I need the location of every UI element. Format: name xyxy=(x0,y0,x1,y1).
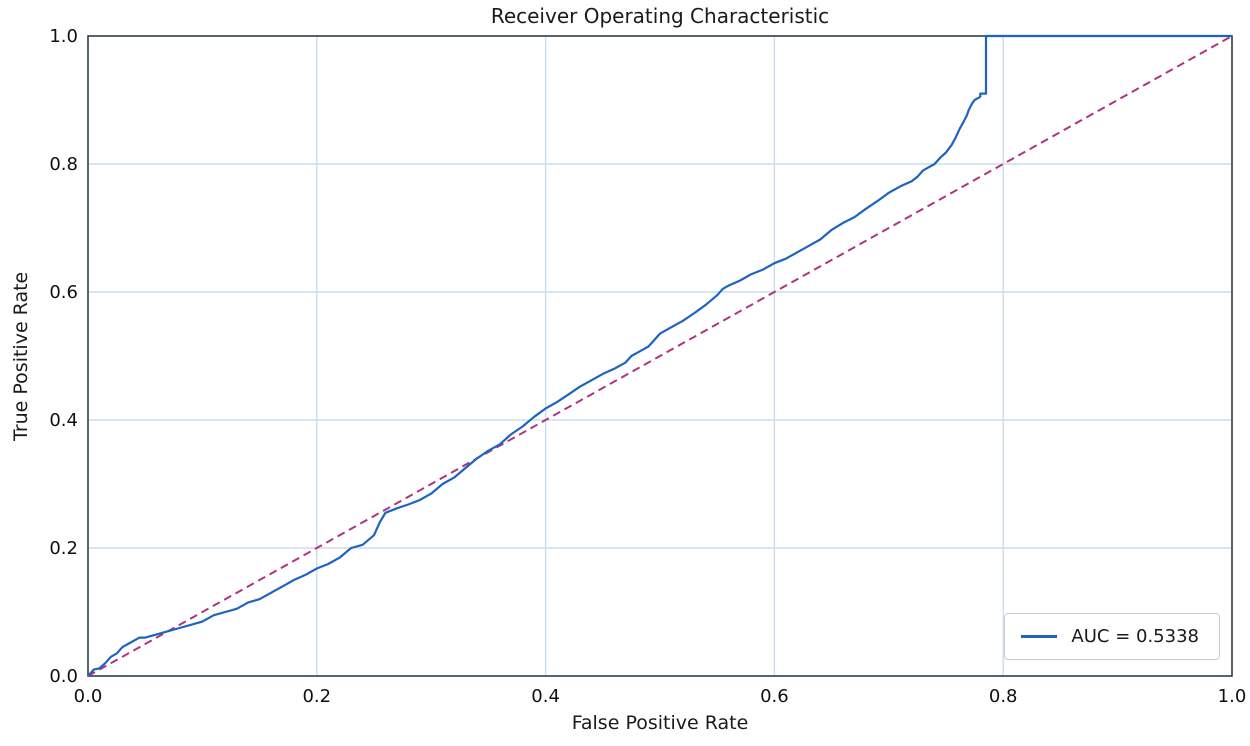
y-tick-label: 0.8 xyxy=(49,154,78,175)
legend: AUC = 0.5338 xyxy=(1004,613,1220,660)
plot-border xyxy=(87,35,1233,677)
y-tick-label: 0.0 xyxy=(49,666,78,687)
roc-curve xyxy=(87,34,1232,677)
legend-auc-label: AUC = 0.5338 xyxy=(1071,626,1199,647)
y-tick-label: 0.6 xyxy=(49,282,78,303)
x-tick-label: 0.8 xyxy=(989,686,1018,707)
y-tick-label: 0.2 xyxy=(49,538,78,559)
y-axis-label: True Positive Rate xyxy=(10,271,32,441)
chart-title: Receiver Operating Characteristic xyxy=(490,4,830,28)
x-tick-label: 0.4 xyxy=(531,686,560,707)
x-tick-label: 0.6 xyxy=(760,686,789,707)
legend-line-swatch xyxy=(1021,635,1058,638)
x-axis-label: False Positive Rate xyxy=(571,712,749,734)
x-tick-label: 1.0 xyxy=(1218,686,1247,707)
y-tick-label: 1.0 xyxy=(49,26,78,47)
chance-diagonal xyxy=(87,35,1233,677)
x-tick-label: 0.0 xyxy=(74,686,103,707)
y-tick-label: 0.4 xyxy=(49,410,78,431)
x-tick-label: 0.2 xyxy=(302,686,331,707)
